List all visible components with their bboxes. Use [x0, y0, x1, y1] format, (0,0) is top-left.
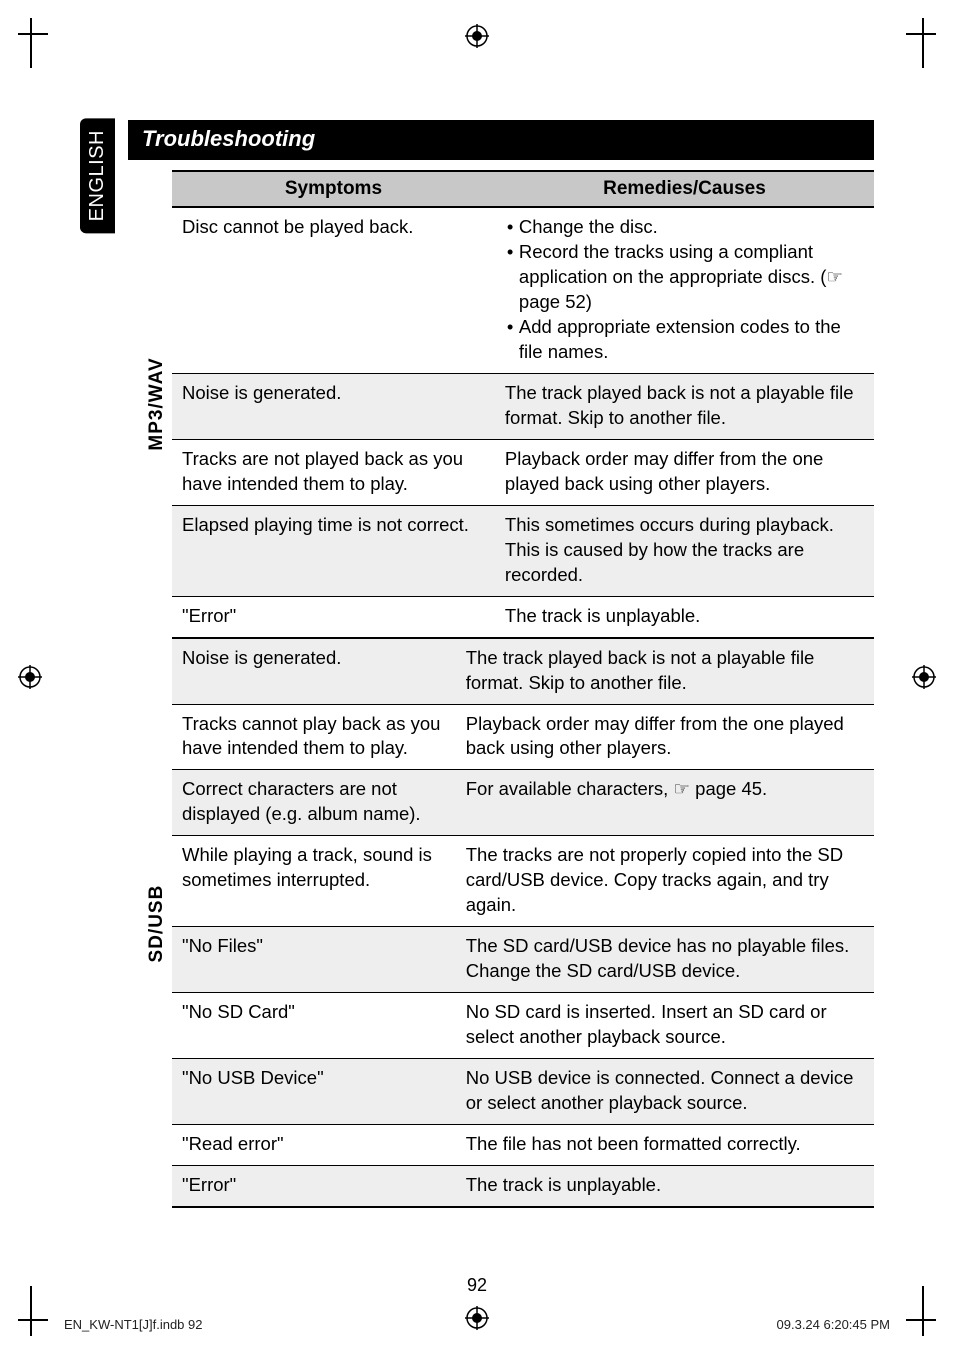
page-number: 92: [0, 1275, 954, 1296]
language-tab: ENGLISH: [80, 118, 115, 233]
column-header-remedies: Remedies/Causes: [495, 171, 874, 207]
crop-mark: [18, 33, 48, 35]
crop-mark: [18, 1319, 48, 1321]
symptom-cell: While playing a track, sound is sometime…: [172, 836, 456, 927]
symptom-cell: "No USB Device": [172, 1059, 456, 1125]
symptom-cell: Noise is generated.: [172, 639, 456, 704]
remedy-cell: Playback order may differ from the one p…: [456, 704, 874, 770]
side-label: SD/USB: [142, 639, 172, 1208]
remedy-cell: No SD card is inserted. Insert an SD car…: [456, 993, 874, 1059]
remedy-cell: The track played back is not a playable …: [456, 639, 874, 704]
remedy-list-item: Add appropriate extension codes to the f…: [505, 315, 864, 365]
crop-mark: [906, 33, 936, 35]
symptom-cell: Correct characters are not displayed (e.…: [172, 770, 456, 836]
tables-container: MP3/WAVSymptomsRemedies/CausesDisc canno…: [142, 170, 874, 1208]
symptom-cell: "Read error": [172, 1125, 456, 1166]
crop-mark: [922, 18, 924, 68]
table-row: Disc cannot be played back.Change the di…: [172, 207, 874, 373]
remedy-cell: The SD card/USB device has no playable f…: [456, 927, 874, 993]
table-row: "Error"The track is unplayable.: [172, 1166, 874, 1207]
table-row: "No SD Card"No SD card is inserted. Inse…: [172, 993, 874, 1059]
troubleshooting-table: SymptomsRemedies/CausesDisc cannot be pl…: [172, 170, 874, 639]
symptom-cell: "Error": [172, 1166, 456, 1207]
remedy-cell: The track is unplayable.: [456, 1166, 874, 1207]
table-row: Noise is generated.The track played back…: [172, 373, 874, 439]
crop-mark: [906, 1319, 936, 1321]
table-row: "Error"The track is unplayable.: [172, 596, 874, 637]
symptom-cell: Noise is generated.: [172, 373, 495, 439]
remedy-cell: For available characters, ☞ page 45.: [456, 770, 874, 836]
footer-left: EN_KW-NT1[J]f.indb 92: [64, 1317, 202, 1332]
section-title: Troubleshooting: [128, 120, 874, 160]
table-row: Tracks are not played back as you have i…: [172, 439, 874, 505]
table-row: "Read error"The file has not been format…: [172, 1125, 874, 1166]
column-header-symptoms: Symptoms: [172, 171, 495, 207]
side-label: MP3/WAV: [142, 170, 172, 639]
symptom-cell: Tracks are not played back as you have i…: [172, 439, 495, 505]
symptom-cell: Disc cannot be played back.: [172, 207, 495, 373]
remedy-list-item: Record the tracks using a compliant appl…: [505, 240, 864, 315]
symptom-cell: Elapsed playing time is not correct.: [172, 505, 495, 596]
table-row: "No USB Device"No USB device is connecte…: [172, 1059, 874, 1125]
remedy-cell: Playback order may differ from the one p…: [495, 439, 874, 505]
remedy-cell: Change the disc.Record the tracks using …: [495, 207, 874, 373]
remedy-cell: The track played back is not a playable …: [495, 373, 874, 439]
registration-mark-icon: [465, 24, 489, 48]
registration-mark-icon: [465, 1306, 489, 1330]
remedy-cell: The file has not been formatted correctl…: [456, 1125, 874, 1166]
symptom-cell: "No Files": [172, 927, 456, 993]
table-row: "No Files"The SD card/USB device has no …: [172, 927, 874, 993]
troubleshooting-table: Noise is generated.The track played back…: [172, 639, 874, 1208]
table-row: Elapsed playing time is not correct.This…: [172, 505, 874, 596]
registration-mark-icon: [912, 665, 936, 689]
remedy-list-item: Change the disc.: [505, 215, 864, 240]
remedy-cell: The tracks are not properly copied into …: [456, 836, 874, 927]
table-block: SD/USBNoise is generated.The track playe…: [142, 639, 874, 1208]
symptom-cell: "Error": [172, 596, 495, 637]
table-row: Noise is generated.The track played back…: [172, 639, 874, 704]
table-row: Correct characters are not displayed (e.…: [172, 770, 874, 836]
symptom-cell: Tracks cannot play back as you have inte…: [172, 704, 456, 770]
crop-mark: [30, 18, 32, 68]
remedy-cell: No USB device is connected. Connect a de…: [456, 1059, 874, 1125]
remedy-cell: This sometimes occurs during playback. T…: [495, 505, 874, 596]
footer-right: 09.3.24 6:20:45 PM: [777, 1317, 890, 1332]
registration-mark-icon: [18, 665, 42, 689]
table-row: Tracks cannot play back as you have inte…: [172, 704, 874, 770]
remedy-cell: The track is unplayable.: [495, 596, 874, 637]
page-content: ENGLISH Troubleshooting MP3/WAVSymptomsR…: [80, 100, 874, 1264]
symptom-cell: "No SD Card": [172, 993, 456, 1059]
table-block: MP3/WAVSymptomsRemedies/CausesDisc canno…: [142, 170, 874, 639]
table-row: While playing a track, sound is sometime…: [172, 836, 874, 927]
